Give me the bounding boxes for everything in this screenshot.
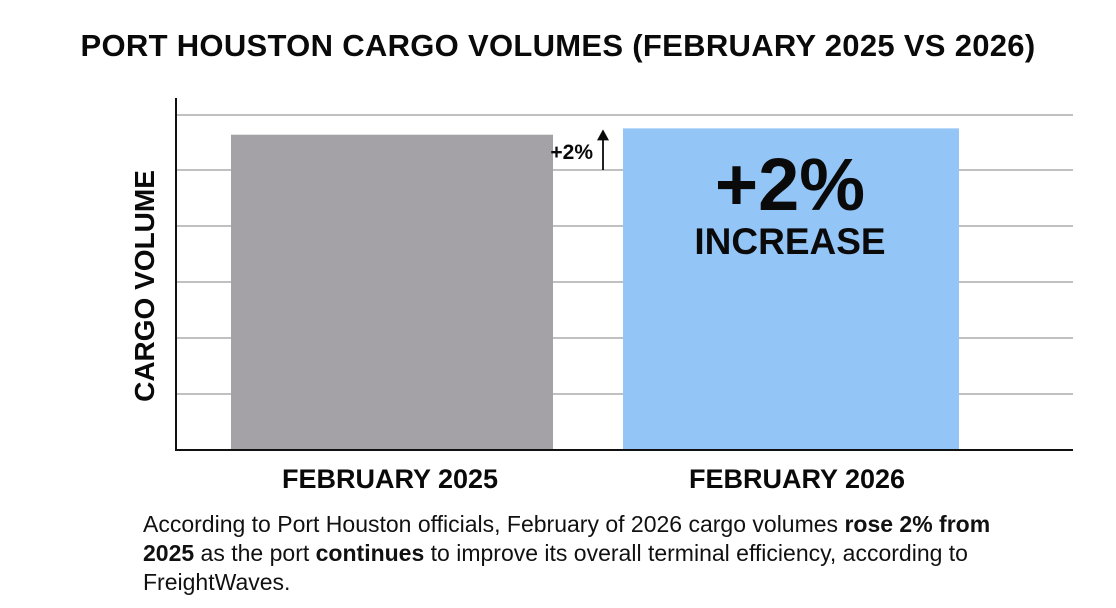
up-arrow-icon: [597, 129, 609, 141]
annotations: +2% +2%INCREASE: [550, 129, 886, 262]
bars: [231, 128, 959, 451]
chart-title: PORT HOUSTON CARGO VOLUMES (FEBRUARY 202…: [80, 28, 1036, 63]
x-tick-label-2: FEBRUARY 2026: [689, 464, 905, 494]
x-tick-labels: FEBRUARY 2025 FEBRUARY 2026: [282, 464, 905, 494]
y-axis-label: CARGO VOLUME: [129, 170, 160, 402]
caption-bold-2: continues: [315, 540, 425, 566]
caption-text: According to Port Houston officials, Feb…: [143, 510, 1043, 597]
caption-part-3: to improve its overall terminal efficien…: [143, 540, 968, 595]
bar-2: [623, 128, 959, 451]
x-tick-label-1: FEBRUARY 2025: [282, 464, 498, 494]
bar-chart: FEBRUARY 2025 FEBRUARY 2026 CARGO VOLUME …: [129, 98, 1073, 494]
change-annotation-big: +2%: [715, 143, 865, 226]
caption-bold-1: rose 2% from 2025: [143, 511, 991, 566]
change-annotation-word: INCREASE: [694, 221, 885, 262]
change-annotation-small: +2%: [550, 141, 593, 164]
caption-part-1: According to Port Houston officials, Feb…: [143, 511, 845, 537]
bar-1: [231, 134, 553, 450]
caption-part-2: as the port: [194, 540, 316, 566]
